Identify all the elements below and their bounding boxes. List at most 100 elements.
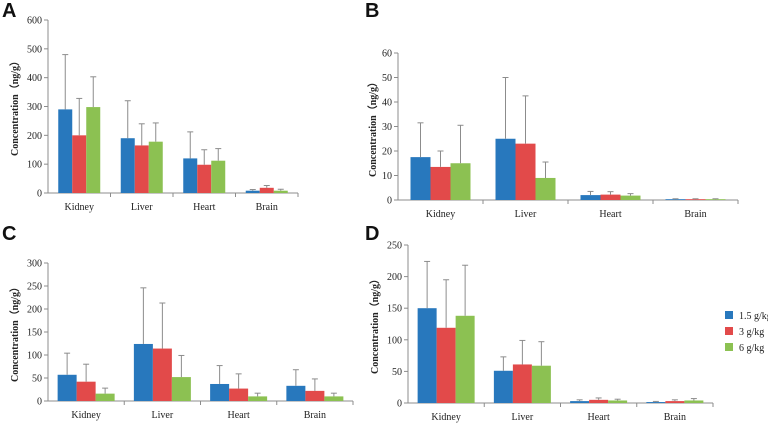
y-tick-label: 600 — [27, 16, 42, 27]
bar-heart-series-2 — [589, 399, 609, 403]
y-tick-label: 100 — [27, 351, 42, 362]
y-tick-label: 20 — [382, 147, 392, 158]
bar-brain-series-3 — [705, 199, 726, 200]
legend: 1.5 g/kg 3 g/kg 6 g/kg — [725, 311, 768, 354]
x-tick-label-heart: Heart — [588, 412, 610, 423]
legend-swatch-6-g-kg — [725, 343, 733, 351]
bar-heart-series-2 — [197, 164, 212, 193]
bar-heart-series-2 — [600, 194, 621, 200]
bar-brain-series-3 — [324, 396, 344, 401]
y-tick-label: 0 — [37, 397, 42, 408]
y-axis-title: Concentration（ng/g） — [368, 274, 381, 374]
x-tick-label-heart: Heart — [599, 209, 621, 220]
bar-heart-series-3 — [620, 195, 641, 200]
bar-brain-series-1 — [245, 190, 260, 193]
bar-kidney-series-1 — [417, 308, 437, 403]
bar-heart-series-3 — [211, 160, 226, 193]
bar-brain-series-1 — [665, 199, 686, 200]
panel-label: A — [2, 0, 16, 22]
y-tick-label: 100 — [387, 335, 402, 346]
bar-brain-series-2 — [665, 401, 685, 403]
bar-brain-series-1 — [286, 385, 306, 401]
legend-label-1.5-g-kg: 1.5 g/kg — [739, 311, 768, 322]
legend-label-6-g-kg: 6 g/kg — [739, 343, 764, 354]
bar-heart-series-2 — [229, 388, 249, 401]
bar-brain-series-3 — [684, 400, 704, 403]
bar-liver-series-2 — [512, 364, 532, 403]
bar-kidney-series-1 — [410, 157, 431, 200]
bar-liver-series-3 — [535, 177, 556, 200]
x-tick-label-kidney: Kidney — [426, 209, 455, 220]
bar-heart-series-3 — [248, 396, 268, 401]
y-tick-label: 200 — [27, 305, 42, 316]
chart-panel-a: A Concentration（ng/g） 0 100 200 300 400 500 600 K… — [2, 0, 299, 213]
y-tick-label: 0 — [387, 196, 392, 207]
x-tick-label-liver: Liver — [152, 410, 174, 421]
legend-swatch-3-g-kg — [725, 327, 733, 335]
panel-label: B — [365, 0, 379, 22]
x-tick-label-brain: Brain — [304, 410, 326, 421]
bar-kidney-series-2 — [430, 166, 451, 200]
y-tick-label: 0 — [37, 189, 42, 200]
y-tick-label: 60 — [382, 49, 392, 60]
bar-liver-series-1 — [133, 343, 153, 401]
bar-brain-series-3 — [273, 190, 288, 193]
bar-brain-series-1 — [646, 402, 666, 403]
legend-label-3-g-kg: 3 g/kg — [739, 327, 764, 338]
y-axis-title: Concentration（ng/g） — [8, 282, 21, 382]
bar-kidney-series-1 — [57, 374, 77, 401]
chart-panel-c: C Concentration（ng/g） 0 50 100 150 200 250 300 Ki… — [2, 223, 354, 421]
x-tick-label-brain: Brain — [256, 202, 278, 213]
y-tick-label: 50 — [32, 374, 42, 385]
bar-liver-series-1 — [120, 138, 135, 193]
x-tick-label-brain: Brain — [684, 209, 706, 220]
bar-liver-series-3 — [148, 141, 163, 193]
bar-kidney-series-2 — [436, 327, 456, 403]
bar-kidney-series-2 — [76, 381, 96, 401]
bar-kidney-series-3 — [86, 107, 101, 193]
panel-label: D — [365, 223, 379, 245]
bar-brain-series-2 — [685, 199, 706, 200]
y-tick-label: 30 — [382, 122, 392, 133]
bar-kidney-series-2 — [72, 135, 87, 193]
y-tick-label: 400 — [27, 73, 42, 84]
x-tick-label-liver: Liver — [512, 412, 534, 423]
y-tick-label: 0 — [397, 399, 402, 410]
x-tick-label-brain: Brain — [664, 412, 686, 423]
bar-liver-series-3 — [531, 365, 551, 403]
bar-liver-series-2 — [152, 348, 172, 401]
bar-liver-series-3 — [171, 377, 191, 401]
y-tick-label: 200 — [27, 131, 42, 142]
bar-kidney-series-3 — [95, 393, 115, 401]
bar-heart-series-1 — [580, 195, 601, 200]
y-tick-label: 50 — [382, 73, 392, 84]
y-tick-label: 200 — [387, 272, 402, 283]
bar-heart-series-1 — [570, 401, 590, 403]
bar-kidney-series-3 — [450, 163, 471, 200]
y-tick-label: 250 — [387, 241, 402, 252]
bar-kidney-series-1 — [58, 109, 73, 193]
x-tick-label-liver: Liver — [131, 202, 153, 213]
bar-brain-series-2 — [259, 187, 274, 193]
x-tick-label-liver: Liver — [515, 209, 537, 220]
y-axis-title: Concentration（ng/g） — [366, 77, 379, 177]
legend-swatch-1.5-g-kg — [725, 311, 733, 319]
x-tick-label-kidney: Kidney — [71, 410, 100, 421]
bar-heart-series-1 — [183, 158, 198, 193]
bar-liver-series-2 — [515, 143, 536, 200]
y-tick-label: 300 — [27, 102, 42, 113]
y-tick-label: 300 — [27, 259, 42, 270]
y-tick-label: 500 — [27, 44, 42, 55]
x-tick-label-kidney: Kidney — [431, 412, 460, 423]
x-tick-label-heart: Heart — [228, 410, 250, 421]
y-tick-label: 100 — [27, 160, 42, 171]
bar-kidney-series-3 — [455, 315, 475, 403]
bar-liver-series-2 — [134, 145, 149, 193]
bar-liver-series-1 — [495, 138, 516, 200]
bar-liver-series-1 — [493, 370, 513, 403]
y-tick-label: 250 — [27, 282, 42, 293]
bar-heart-series-3 — [608, 400, 628, 403]
panel-label: C — [2, 223, 16, 245]
x-tick-label-kidney: Kidney — [65, 202, 94, 213]
